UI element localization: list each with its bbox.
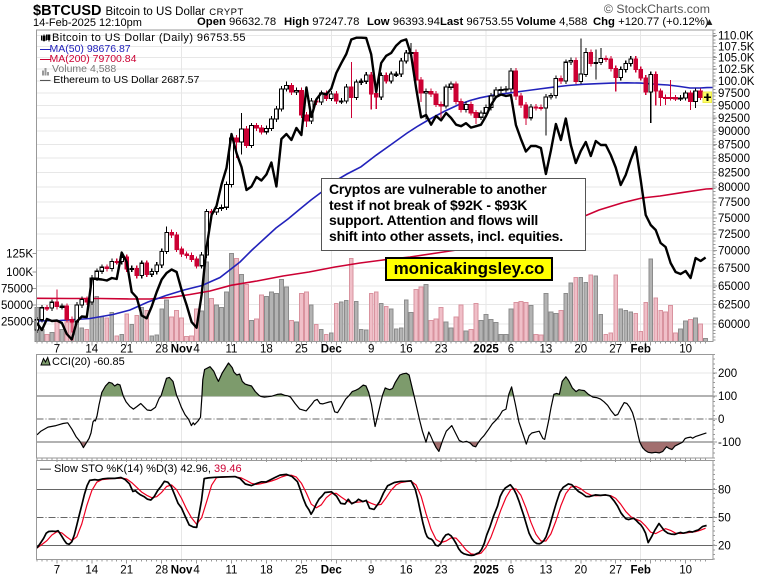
svg-text:Feb: Feb xyxy=(630,565,650,577)
svg-text:77500: 77500 xyxy=(718,197,750,209)
svg-text:80: 80 xyxy=(718,484,731,496)
svg-text:60000: 60000 xyxy=(718,319,750,331)
svg-text:50000: 50000 xyxy=(1,300,33,312)
svg-text:105.0K: 105.0K xyxy=(718,53,755,65)
svg-text:50: 50 xyxy=(718,512,731,524)
svg-text:75000: 75000 xyxy=(1,284,33,296)
svg-text:97500: 97500 xyxy=(718,88,750,100)
svg-text:18: 18 xyxy=(260,344,273,356)
svg-text:16: 16 xyxy=(400,344,413,356)
svg-text:25: 25 xyxy=(295,344,308,356)
svg-text:100.0K: 100.0K xyxy=(718,76,755,88)
svg-text:27: 27 xyxy=(609,565,622,577)
svg-text:4: 4 xyxy=(193,565,200,577)
svg-text:Dec: Dec xyxy=(321,344,343,356)
svg-text:14: 14 xyxy=(85,344,98,356)
svg-text:7: 7 xyxy=(54,565,60,577)
svg-text:25: 25 xyxy=(295,565,308,577)
svg-text:90000: 90000 xyxy=(718,126,750,138)
svg-text:67500: 67500 xyxy=(718,263,750,275)
svg-text:82500: 82500 xyxy=(718,167,750,179)
svg-text:21: 21 xyxy=(120,565,133,577)
svg-text:20: 20 xyxy=(574,344,587,356)
svg-text:70000: 70000 xyxy=(718,246,750,258)
svg-text:9: 9 xyxy=(368,344,374,356)
svg-text:28: 28 xyxy=(155,565,168,577)
svg-text:7: 7 xyxy=(54,344,60,356)
svg-text:16: 16 xyxy=(400,565,413,577)
svg-text:20: 20 xyxy=(718,540,731,552)
svg-text:80000: 80000 xyxy=(718,182,750,194)
svg-text:87500: 87500 xyxy=(718,139,750,151)
svg-text:85000: 85000 xyxy=(718,153,750,165)
svg-text:25000: 25000 xyxy=(1,316,33,328)
svg-text:2025: 2025 xyxy=(473,565,499,577)
svg-text:Nov: Nov xyxy=(171,565,193,577)
svg-text:-100: -100 xyxy=(718,437,741,449)
svg-text:11: 11 xyxy=(226,344,238,356)
svg-text:107.5K: 107.5K xyxy=(718,41,755,53)
svg-text:2025: 2025 xyxy=(473,344,499,356)
svg-text:18: 18 xyxy=(260,565,273,577)
svg-text:65000: 65000 xyxy=(718,281,750,293)
svg-text:6: 6 xyxy=(508,565,514,577)
svg-text:62500: 62500 xyxy=(718,300,750,312)
svg-text:100: 100 xyxy=(718,391,737,403)
svg-text:Dec: Dec xyxy=(321,565,343,577)
svg-text:Nov: Nov xyxy=(171,344,193,356)
svg-text:6: 6 xyxy=(508,344,514,356)
svg-text:23: 23 xyxy=(435,344,448,356)
svg-text:100K: 100K xyxy=(6,267,33,279)
svg-text:27: 27 xyxy=(609,344,622,356)
svg-text:95000: 95000 xyxy=(718,100,750,112)
svg-text:13: 13 xyxy=(540,565,553,577)
svg-text:9: 9 xyxy=(368,565,374,577)
svg-text:10: 10 xyxy=(679,565,692,577)
svg-text:0: 0 xyxy=(718,414,724,426)
svg-text:4: 4 xyxy=(193,344,200,356)
svg-text:Feb: Feb xyxy=(630,344,650,356)
svg-text:14: 14 xyxy=(85,565,98,577)
svg-text:21: 21 xyxy=(120,344,133,356)
svg-text:75000: 75000 xyxy=(718,213,750,225)
svg-text:102.5K: 102.5K xyxy=(718,64,755,76)
svg-text:20: 20 xyxy=(574,565,587,577)
svg-text:13: 13 xyxy=(540,344,553,356)
svg-text:23: 23 xyxy=(435,565,448,577)
svg-text:200: 200 xyxy=(718,368,737,380)
svg-text:28: 28 xyxy=(155,344,168,356)
svg-text:72500: 72500 xyxy=(718,229,750,241)
svg-text:11: 11 xyxy=(226,565,238,577)
svg-text:125K: 125K xyxy=(6,248,33,260)
svg-text:92500: 92500 xyxy=(718,113,750,125)
svg-text:10: 10 xyxy=(679,344,692,356)
svg-text:110.0K: 110.0K xyxy=(718,31,754,43)
